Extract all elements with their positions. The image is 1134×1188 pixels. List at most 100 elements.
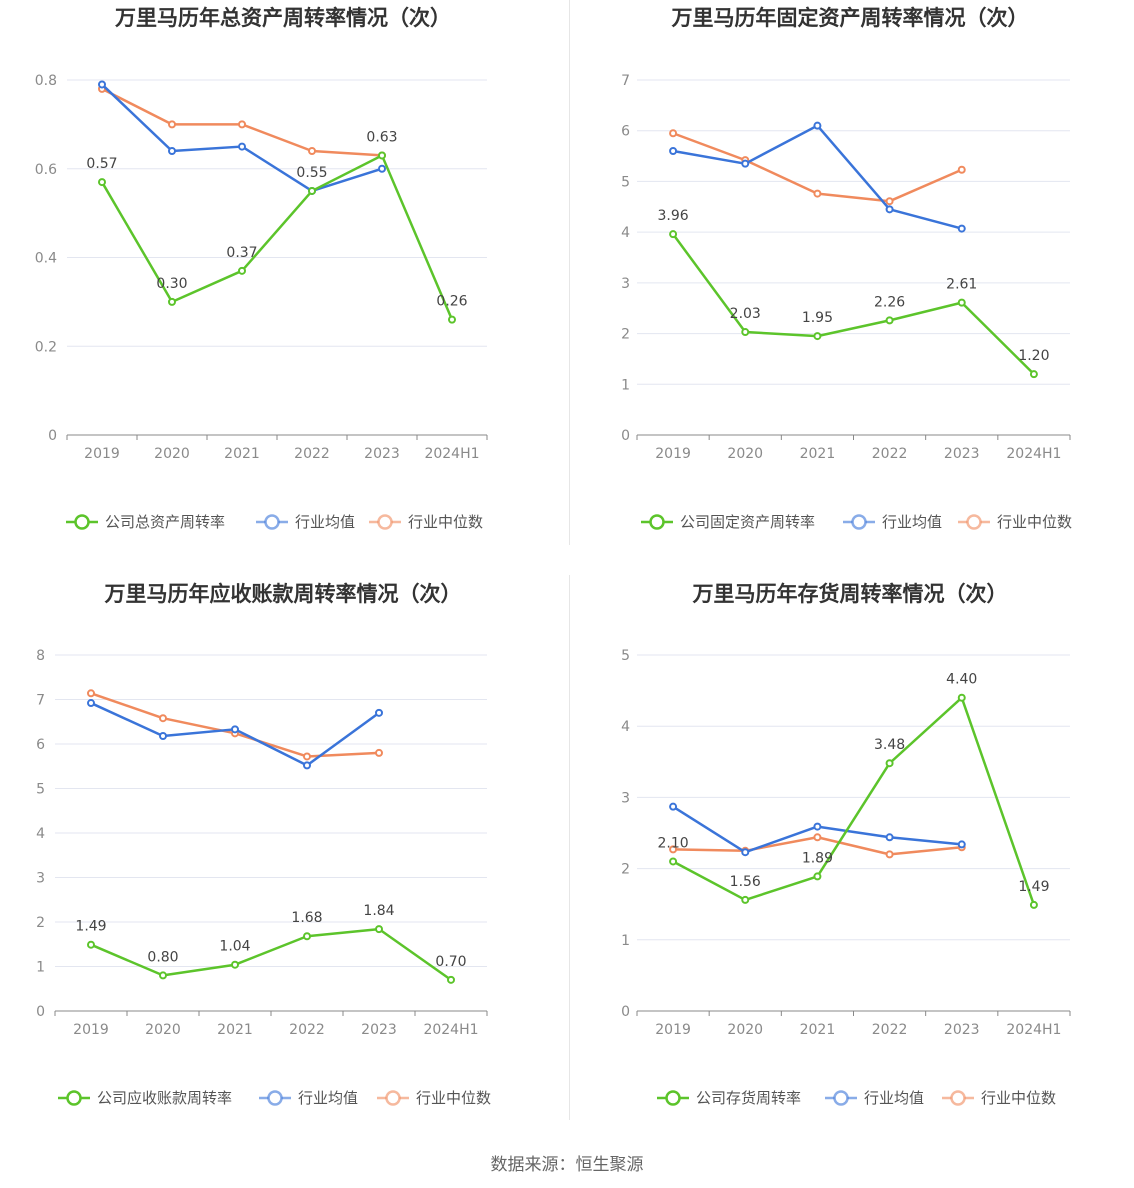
y-tick-label: 5	[621, 174, 630, 190]
data-point-company[interactable]	[87, 940, 95, 949]
x-tick-label: 2022	[289, 1022, 325, 1038]
data-point-industry-average[interactable]	[98, 80, 106, 89]
series-line-company	[90, 927, 452, 981]
legend-marker	[74, 514, 90, 530]
data-label: 0.57	[86, 156, 117, 172]
data-point-company[interactable]	[813, 872, 822, 881]
legend-marker	[665, 1090, 681, 1106]
data-point-industry-average[interactable]	[159, 731, 167, 740]
data-point-industry-average[interactable]	[375, 708, 383, 717]
y-tick-label: 0.8	[35, 73, 57, 89]
y-tick-label: 8	[36, 648, 45, 664]
data-source-label: 数据来源：恒生聚源	[490, 1155, 644, 1175]
data-point-company[interactable]	[1029, 900, 1038, 909]
x-tick-label: 2023	[944, 446, 980, 462]
data-point-company[interactable]	[669, 230, 678, 239]
data-point-industry-median[interactable]	[813, 833, 822, 842]
legend-label: 公司应收账款周转率	[97, 1089, 232, 1107]
data-point-industry-median[interactable]	[168, 120, 176, 129]
chart-title: 万里马历年总资产周转率情况（次）	[114, 6, 451, 30]
x-tick-label: 2024H1	[1006, 446, 1061, 462]
legend-item-company[interactable]: 公司固定资产周转率	[641, 513, 815, 531]
data-point-industry-median[interactable]	[308, 147, 316, 155]
data-point-industry-average[interactable]	[87, 699, 95, 708]
legend-item-industry-median[interactable]: 行业中位数	[377, 1089, 491, 1107]
data-point-industry-average[interactable]	[378, 164, 386, 173]
data-point-industry-average[interactable]	[669, 802, 678, 811]
legend-label: 行业均值	[298, 1089, 358, 1107]
legend-item-company[interactable]: 公司总资产周转率	[66, 513, 225, 531]
x-tick-label: 2022	[294, 446, 330, 462]
data-point-industry-average[interactable]	[741, 848, 750, 857]
data-point-industry-median[interactable]	[957, 165, 966, 174]
data-point-industry-median[interactable]	[669, 129, 678, 138]
data-point-company[interactable]	[238, 266, 246, 275]
x-tick-label: 2024H1	[1006, 1022, 1061, 1038]
data-point-industry-median[interactable]	[87, 689, 95, 698]
data-label: 3.96	[657, 208, 688, 224]
legend-item-industry-median[interactable]: 行业中位数	[942, 1089, 1056, 1107]
legend-item-industry-average[interactable]: 行业均值	[256, 513, 355, 531]
data-point-company[interactable]	[885, 316, 894, 325]
data-point-company[interactable]	[813, 332, 822, 341]
data-label: 0.26	[436, 294, 467, 310]
legend-item-industry-average[interactable]: 行业均值	[843, 513, 942, 531]
series-company: 1.49 0.80 1.04 1.68 1.84 0.70	[75, 903, 467, 984]
data-point-industry-median[interactable]	[813, 189, 822, 198]
data-point-industry-average[interactable]	[231, 725, 239, 734]
data-point-industry-median[interactable]	[885, 850, 894, 859]
data-point-industry-average[interactable]	[813, 121, 822, 130]
y-tick-label: 0	[48, 428, 57, 444]
data-point-industry-median[interactable]	[303, 752, 311, 761]
x-tick-label: 2020	[154, 446, 190, 462]
legend-item-company[interactable]: 公司存货周转率	[657, 1089, 801, 1107]
data-point-industry-average[interactable]	[669, 147, 678, 155]
chart-title: 万里马历年固定资产周转率情况（次）	[671, 6, 1029, 30]
data-point-industry-median[interactable]	[238, 120, 246, 129]
data-point-company[interactable]	[1029, 370, 1038, 379]
data-point-industry-average[interactable]	[813, 822, 822, 831]
data-point-industry-median[interactable]	[159, 714, 167, 723]
data-point-company[interactable]	[447, 975, 455, 984]
y-tick-label: 3	[36, 871, 45, 887]
legend-item-industry-average[interactable]: 行业均值	[259, 1089, 358, 1107]
data-point-industry-median[interactable]	[375, 748, 383, 757]
data-point-industry-average[interactable]	[957, 224, 966, 233]
data-point-industry-median[interactable]	[885, 197, 894, 206]
y-tick-label: 2	[621, 862, 630, 878]
data-point-company[interactable]	[741, 895, 750, 904]
data-point-company[interactable]	[98, 178, 106, 187]
data-point-company[interactable]	[669, 857, 678, 866]
data-label: 1.49	[1018, 879, 1049, 895]
data-point-company[interactable]	[448, 315, 456, 324]
legend-item-company[interactable]: 公司应收账款周转率	[58, 1089, 232, 1107]
y-tick-label: 3	[621, 276, 630, 292]
data-point-industry-average[interactable]	[885, 833, 894, 842]
data-point-company[interactable]	[885, 759, 894, 768]
legend-item-industry-median[interactable]: 行业中位数	[369, 513, 483, 531]
data-point-industry-average[interactable]	[957, 840, 966, 849]
data-point-company[interactable]	[957, 298, 966, 307]
data-point-company[interactable]	[378, 151, 386, 160]
legend-item-industry-average[interactable]: 行业均值	[825, 1089, 924, 1107]
legend-marker	[851, 514, 867, 530]
data-point-company[interactable]	[957, 693, 966, 702]
data-point-industry-average[interactable]	[168, 147, 176, 155]
data-point-industry-average[interactable]	[238, 142, 246, 151]
data-point-company[interactable]	[168, 297, 176, 306]
y-tick-label: 1	[36, 960, 45, 976]
y-tick-label: 4	[36, 826, 45, 842]
data-point-industry-average[interactable]	[741, 159, 750, 168]
x-tick-label: 2021	[800, 1022, 836, 1038]
data-point-company[interactable]	[375, 925, 383, 934]
data-point-industry-average[interactable]	[885, 205, 894, 214]
data-point-industry-median[interactable]	[669, 845, 678, 854]
data-point-company[interactable]	[741, 328, 750, 337]
data-point-company[interactable]	[303, 932, 311, 941]
legend-marker	[377, 514, 393, 530]
legend-item-industry-median[interactable]: 行业中位数	[958, 513, 1072, 531]
data-point-company[interactable]	[159, 971, 167, 980]
data-point-industry-average[interactable]	[303, 761, 311, 770]
data-point-company[interactable]	[231, 960, 239, 969]
data-point-company[interactable]	[308, 186, 316, 195]
